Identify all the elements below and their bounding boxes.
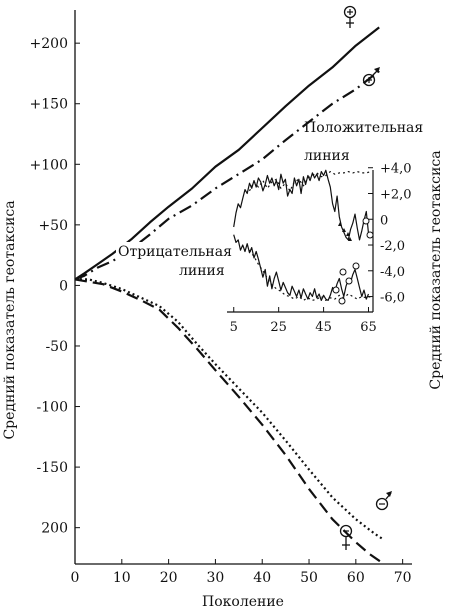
inset-x-ticks: 5 25 45 65: [230, 307, 377, 335]
main-x-tick-label: 70: [394, 570, 412, 586]
main-y-tick-label: -100: [37, 400, 68, 416]
main-chart: +200 +150 +100 +50 0 -50 -100 -150 200 0 10 20 30 40…: [2, 5, 423, 610]
main-x-tick-label: 20: [160, 570, 178, 586]
main-x-tick-label: 50: [300, 570, 318, 586]
inset-y-axis-label: Средний показатель геотаксиса: [428, 150, 444, 389]
main-y-tick-label: +200: [30, 36, 68, 52]
main-y-tick-label: -150: [37, 460, 68, 476]
positive-line-label-2: линия: [304, 148, 350, 164]
negative-line-label-1: Отрицательная: [118, 244, 232, 260]
main-series-line-2-dashed: [74, 278, 385, 565]
main-x-axis-label: Поколение: [202, 594, 284, 610]
main-y-tick-label: +50: [38, 218, 68, 234]
main-y-tick-label: 200: [41, 521, 68, 537]
inset-x-tick-label: 25: [270, 320, 287, 335]
inset-series-line-2-solid: [233, 234, 370, 301]
main-x-ticks: 0 10 20 30 40 50 60 70: [71, 559, 412, 586]
positive-markers: [338, 222, 352, 241]
main-y-tick-label: -50: [45, 339, 68, 355]
male-positive-symbol-icon: [362, 67, 380, 87]
main-series-lines: [74, 26, 385, 565]
inset-y-tick-label: +4,0: [380, 162, 412, 177]
negative-line-label-backdrop: [116, 242, 229, 276]
inset-x-tick-label: 65: [360, 320, 377, 335]
main-y-axis-label: Средний показатель геотаксиса: [2, 200, 18, 439]
inset-y-tick-label: -4,0: [380, 265, 405, 280]
inset-y-tick-label: -2,0: [380, 239, 405, 254]
main-y-tick-label: 0: [59, 278, 68, 294]
main-x-tick-label: 60: [347, 570, 365, 586]
inset-chart: +4,0 +2,0 0 -2,0 -4,0 -6,0 5 25 45 65 Средний по…: [116, 150, 444, 390]
main-series-line-0-solid: [74, 26, 380, 281]
inset-series-line-0-solid: [233, 169, 370, 241]
inset-series-line-1-dotted: [248, 171, 371, 192]
main-y-tick-label: +100: [30, 157, 68, 173]
inset-x-tick-label: 45: [315, 320, 332, 335]
main-x-tick-label: 0: [71, 570, 80, 586]
inset-y-tick-label: 0: [380, 213, 388, 228]
main-series-line-3-dotted: [75, 278, 385, 541]
main-x-tick-label: 10: [113, 570, 131, 586]
female-positive-symbol-icon: [343, 5, 357, 28]
negative-markers: [332, 217, 374, 305]
inset-y-ticks: +4,0 +2,0 0 -2,0 -4,0 -6,0: [368, 162, 412, 306]
female-negative-symbol-icon: [339, 524, 353, 550]
positive-line-label-1: Положительная: [304, 120, 423, 136]
inset-series-lines: [233, 169, 371, 301]
main-y-tick-label: +150: [30, 97, 68, 113]
main-series-line-1-dashdot: [74, 70, 380, 281]
main-x-tick-label: 30: [207, 570, 225, 586]
inset-x-tick-label: 5: [230, 320, 238, 335]
inset-y-tick-label: -6,0: [380, 291, 405, 306]
main-y-ticks: +200 +150 +100 +50 0 -50 -100 -150 200: [30, 36, 80, 537]
main-x-tick-label: 40: [253, 570, 271, 586]
inset-y-tick-label: +2,0: [380, 187, 412, 202]
negative-line-label-2: линия: [179, 263, 225, 279]
male-negative-symbol-icon: [375, 491, 392, 511]
